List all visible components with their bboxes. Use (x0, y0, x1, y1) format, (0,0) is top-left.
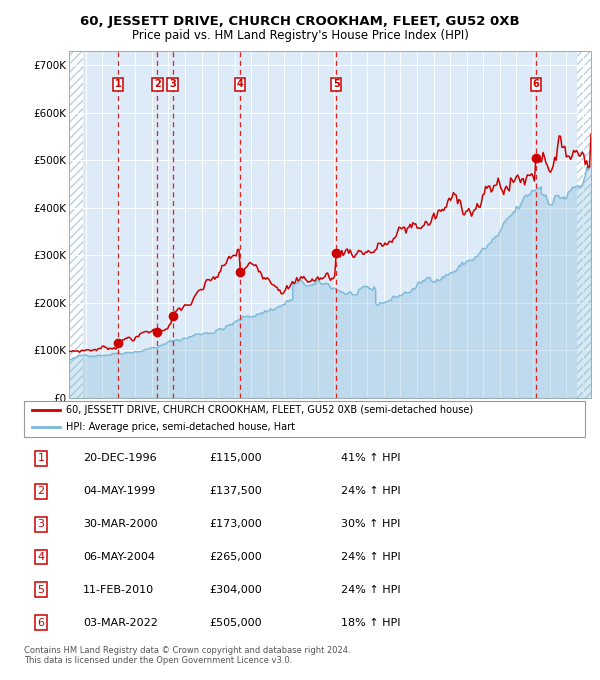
Text: 06-MAY-2004: 06-MAY-2004 (83, 552, 155, 562)
FancyBboxPatch shape (24, 401, 585, 437)
Text: 41% ↑ HPI: 41% ↑ HPI (341, 454, 400, 464)
Text: £304,000: £304,000 (209, 585, 262, 595)
Text: HPI: Average price, semi-detached house, Hart: HPI: Average price, semi-detached house,… (66, 422, 295, 432)
Text: 30-MAR-2000: 30-MAR-2000 (83, 519, 158, 529)
Text: 11-FEB-2010: 11-FEB-2010 (83, 585, 154, 595)
Text: 1: 1 (37, 454, 44, 464)
Text: £505,000: £505,000 (209, 617, 262, 628)
Text: £173,000: £173,000 (209, 519, 262, 529)
Text: 03-MAR-2022: 03-MAR-2022 (83, 617, 158, 628)
Text: 2: 2 (154, 80, 161, 89)
Text: 24% ↑ HPI: 24% ↑ HPI (341, 486, 401, 496)
Text: 1: 1 (115, 80, 122, 89)
Text: 3: 3 (169, 80, 176, 89)
Text: 60, JESSETT DRIVE, CHURCH CROOKHAM, FLEET, GU52 0XB: 60, JESSETT DRIVE, CHURCH CROOKHAM, FLEE… (80, 15, 520, 28)
Text: £115,000: £115,000 (209, 454, 262, 464)
Text: 20-DEC-1996: 20-DEC-1996 (83, 454, 157, 464)
Text: 60, JESSETT DRIVE, CHURCH CROOKHAM, FLEET, GU52 0XB (semi-detached house): 60, JESSETT DRIVE, CHURCH CROOKHAM, FLEE… (66, 405, 473, 415)
Text: 18% ↑ HPI: 18% ↑ HPI (341, 617, 400, 628)
Text: 3: 3 (37, 519, 44, 529)
Text: 6: 6 (532, 80, 539, 89)
Text: 24% ↑ HPI: 24% ↑ HPI (341, 585, 401, 595)
Text: 24% ↑ HPI: 24% ↑ HPI (341, 552, 401, 562)
Text: 5: 5 (333, 80, 340, 89)
Text: 6: 6 (37, 617, 44, 628)
Text: £137,500: £137,500 (209, 486, 262, 496)
Text: 2: 2 (37, 486, 44, 496)
Text: Contains HM Land Registry data © Crown copyright and database right 2024.
This d: Contains HM Land Registry data © Crown c… (24, 646, 350, 666)
Text: 4: 4 (237, 80, 244, 89)
Text: 04-MAY-1999: 04-MAY-1999 (83, 486, 155, 496)
Text: 4: 4 (37, 552, 44, 562)
Text: 5: 5 (37, 585, 44, 595)
Text: £265,000: £265,000 (209, 552, 262, 562)
Text: 30% ↑ HPI: 30% ↑ HPI (341, 519, 400, 529)
Text: Price paid vs. HM Land Registry's House Price Index (HPI): Price paid vs. HM Land Registry's House … (131, 29, 469, 41)
